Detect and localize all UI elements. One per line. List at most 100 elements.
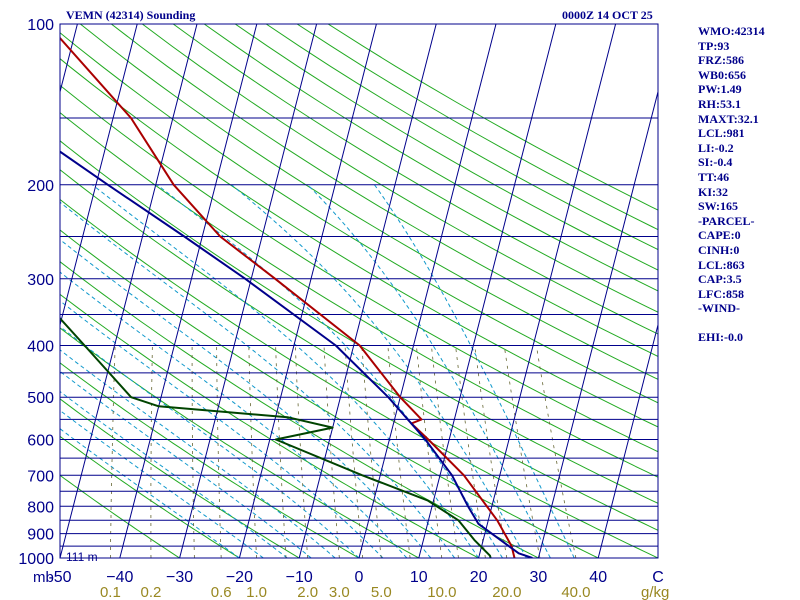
temperature-tick-label: -50 <box>48 569 71 586</box>
pressure-unit-label: mb <box>33 569 54 586</box>
index-row: CAP:3.5 <box>698 272 742 287</box>
index-row: LI:-0.2 <box>698 140 734 155</box>
index-row: FRZ:586 <box>698 53 744 68</box>
mixing-ratio-line <box>474 345 508 558</box>
temperature-tick-label: 40 <box>589 569 607 586</box>
dry-adiabat-line <box>60 229 599 558</box>
moist-adiabat-line <box>60 238 432 558</box>
isotherm-line <box>298 24 437 558</box>
pressure-tick-label: 600 <box>27 433 54 450</box>
pressure-tick-label: 200 <box>27 178 54 195</box>
pressure-tick-label: 500 <box>27 390 54 407</box>
mixing-ratio-tick-label: 5.0 <box>371 584 392 600</box>
temperature-tick-label: −30 <box>166 569 193 586</box>
chart-timestamp: 0000Z 14 OCT 25 <box>562 8 653 22</box>
moist-adiabat-line <box>92 184 480 558</box>
isotherm-line <box>478 24 617 558</box>
index-row: LCL:863 <box>698 257 745 272</box>
chart-title: VEMN (42314) Sounding <box>66 8 196 22</box>
index-row: PW:1.49 <box>698 82 742 97</box>
isotherm-line <box>60 24 138 327</box>
index-row: RH:53.1 <box>698 96 741 111</box>
plot-frame <box>59 23 659 559</box>
mixing-ratio-unit-label: g/kg <box>641 584 669 600</box>
mixing-ratio-line <box>344 345 364 558</box>
index-row: KI:32 <box>698 184 728 199</box>
index-row: SW:165 <box>698 199 739 214</box>
index-row: CINH:0 <box>698 242 740 257</box>
temperature-tick-label: C <box>652 569 664 586</box>
dry-adiabat-line <box>110 24 658 357</box>
pressure-tick-label: 1000 <box>18 551 54 568</box>
pressure-tick-label: 400 <box>27 339 54 356</box>
moist-adiabat-line <box>60 300 384 558</box>
temperature-tick-label: −20 <box>226 569 253 586</box>
pressure-tick-label: 300 <box>27 272 54 289</box>
pressure-tick-label: 900 <box>27 527 54 544</box>
pressure-tick-labels: 100 200 300 400 500 600 700 800 900 1000 <box>18 17 54 568</box>
mixing-ratio-line <box>275 345 287 558</box>
temperature-tick-label: 30 <box>530 569 548 586</box>
mixing-ratio-tick-label: 0.2 <box>141 584 162 600</box>
mixing-ratio-line <box>387 345 411 558</box>
mixing-ratio-line <box>191 345 195 558</box>
isotherm-line <box>597 322 658 558</box>
temperature-tick-labels: -50 −40 −30 −20 −10 0 10 20 30 40 C <box>48 569 663 586</box>
index-row: WMO:42314 <box>698 24 765 38</box>
index-row: -WIND- <box>698 301 740 316</box>
index-row: -PARCEL- <box>698 213 755 228</box>
mixing-ratio-tick-label: 0.1 <box>100 584 121 600</box>
mixing-ratio-tick-label: 10.0 <box>427 584 456 600</box>
temperature-tick-label: 0 <box>355 569 364 586</box>
moist-adiabat-line <box>60 201 456 558</box>
index-row: SI:-0.4 <box>698 155 733 170</box>
isotherm-line <box>60 24 198 558</box>
moist-adiabat-line <box>231 184 527 558</box>
sounding-indices-panel: WMO:42314 TP:93 FRZ:586 WB0:656 PW:1.49 RH:53… <box>698 24 798 345</box>
moist-adiabat-line <box>60 349 336 558</box>
dry-adiabat-line <box>60 169 658 531</box>
isotherm-line <box>537 89 658 558</box>
mixing-ratio-tick-label: 2.0 <box>297 584 318 600</box>
sounding-profiles <box>60 36 533 558</box>
mixing-ratio-line <box>361 345 382 558</box>
isobars <box>60 23 658 559</box>
mixing-ratio-tick-label: 3.0 <box>329 584 350 600</box>
parcel-profile-line <box>60 150 533 558</box>
mixing-ratio-line <box>536 345 577 558</box>
mixing-ratio-line <box>150 345 153 558</box>
isotherm-line <box>238 24 377 558</box>
mixing-ratio-tick-label: 0.6 <box>211 584 232 600</box>
mixing-ratio-tick-label: 40.0 <box>561 584 590 600</box>
index-row: LCL:981 <box>698 126 745 141</box>
moist-adiabat-line <box>60 409 264 558</box>
moist-adiabat-line <box>60 271 408 558</box>
index-row: WB0:656 <box>698 67 746 82</box>
mixing-ratio-tick-label: 1.0 <box>246 584 267 600</box>
pressure-tick-label: 100 <box>27 17 54 34</box>
index-row: TT:46 <box>698 169 730 184</box>
index-row: CAPE:0 <box>698 228 741 243</box>
temperature-profile-line <box>60 36 516 558</box>
index-row: EHI:-0.0 <box>698 330 743 345</box>
temperature-tick-label: −40 <box>106 569 133 586</box>
index-row: MAXT:32.1 <box>698 111 759 126</box>
temperature-tick-label: 10 <box>410 569 428 586</box>
index-row <box>698 316 798 331</box>
pressure-tick-label: 800 <box>27 499 54 516</box>
mixing-ratio-tick-labels: 0.1 0.2 0.6 1.0 2.0 3.0 5.0 10.0 20.0 40.0 <box>100 584 591 600</box>
index-row: TP:93 <box>698 38 730 53</box>
pressure-tick-label: 700 <box>27 468 54 485</box>
isotherm-line <box>418 24 557 558</box>
mixing-ratio-tick-label: 20.0 <box>492 584 521 600</box>
moist-adiabat-line <box>60 325 360 558</box>
isotherm-line <box>179 24 318 558</box>
isotherm-line <box>358 24 497 558</box>
mixing-ratio-line <box>216 345 222 558</box>
dry-adiabat-line <box>60 58 658 428</box>
temperature-tick-label: −10 <box>286 569 313 586</box>
isotherm-line <box>119 24 258 558</box>
dry-adiabats <box>60 24 658 558</box>
temperature-tick-label: 20 <box>470 569 488 586</box>
